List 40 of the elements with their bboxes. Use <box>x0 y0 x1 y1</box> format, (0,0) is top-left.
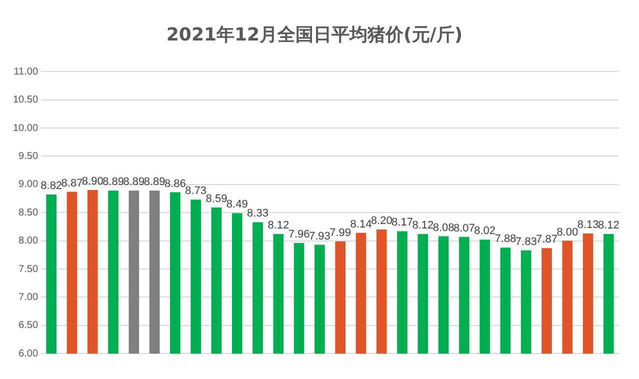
data-label: 7.83 <box>515 236 537 248</box>
data-label: 8.07 <box>453 222 475 234</box>
data-label: 8.02 <box>474 225 496 238</box>
data-label: 8.87 <box>61 177 83 190</box>
y-tick-label: 6.50 <box>18 320 38 332</box>
y-tick-label: 6.00 <box>18 348 38 360</box>
data-label: 8.89 <box>144 176 166 188</box>
data-label: 8.12 <box>412 220 434 232</box>
data-label: 8.89 <box>123 176 145 188</box>
data-label: 8.17 <box>392 216 413 229</box>
y-tick-label: 8.00 <box>18 236 38 247</box>
y-tick-label: 7.00 <box>18 292 38 303</box>
data-label: 7.88 <box>494 233 516 246</box>
data-label: 8.90 <box>82 176 104 188</box>
y-tick-label: 11.00 <box>14 66 38 78</box>
data-label: 8.86 <box>164 178 186 190</box>
y-tick-label: 7.50 <box>18 264 38 275</box>
y-tick-label: 10.50 <box>12 94 38 106</box>
y-tick-label: 8.50 <box>18 207 38 218</box>
data-label: 8.73 <box>185 185 207 198</box>
data-label: 8.49 <box>226 198 248 211</box>
y-tick-label: 9.00 <box>18 179 38 190</box>
data-label: 8.13 <box>577 219 599 231</box>
y-tick-label: 10.00 <box>12 122 38 134</box>
chart-title: 2021年12月全国日平均猪价(元/斤) <box>166 24 463 46</box>
data-label: 7.99 <box>330 226 352 239</box>
data-label: 7.96 <box>288 228 310 241</box>
data-label: 7.87 <box>536 234 558 246</box>
data-label: 7.93 <box>308 230 330 242</box>
data-label: 8.14 <box>350 218 372 230</box>
data-label: 8.12 <box>268 220 290 232</box>
data-label: 8.33 <box>247 208 268 220</box>
data-label: 8.82 <box>40 180 62 192</box>
data-label: 8.89 <box>102 176 124 188</box>
data-label: 8.00 <box>556 226 578 238</box>
data-label: 8.20 <box>370 215 392 228</box>
data-label: 8.08 <box>432 222 454 234</box>
data-label: 8.12 <box>598 220 620 232</box>
data-label: 8.59 <box>206 193 228 206</box>
y-tick-label: 9.50 <box>18 150 38 162</box>
